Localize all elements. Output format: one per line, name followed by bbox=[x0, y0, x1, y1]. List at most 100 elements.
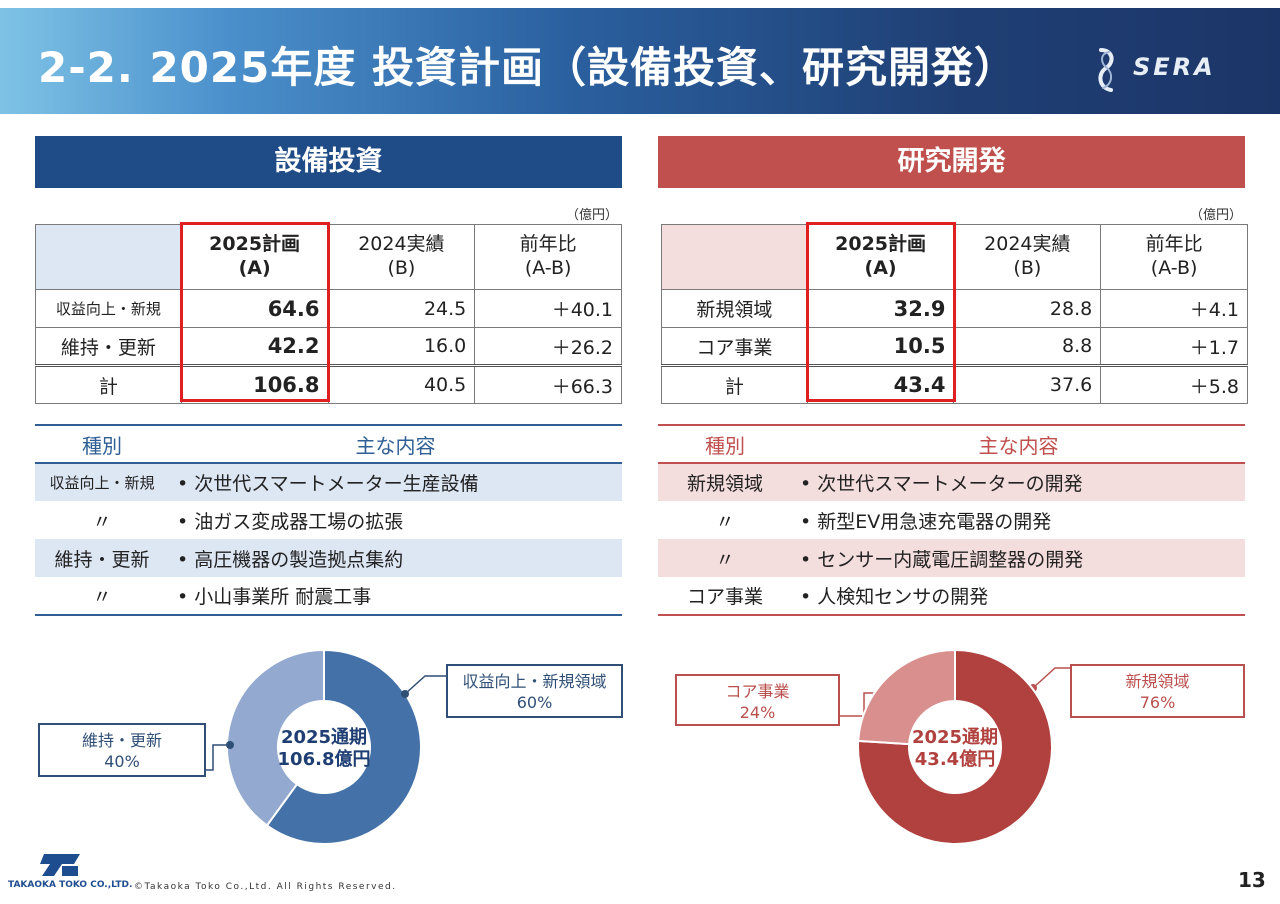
item-content: • センサー内蔵電圧調整器の開発 bbox=[792, 539, 1245, 577]
donut-center-line2: 106.8億円 bbox=[277, 748, 371, 770]
rnd-donut-chart bbox=[857, 648, 1053, 845]
callout-label: コア事業 bbox=[725, 682, 790, 701]
rnd-donut-center: 2025通期 43.4億円 bbox=[895, 727, 1015, 770]
callout-pct: 40% bbox=[104, 751, 140, 771]
item-type: 維持・更新 bbox=[35, 539, 169, 577]
table-row: 維持・更新 42.2 16.0 ＋26.2 bbox=[35, 327, 622, 366]
item-type: 収益向上・新規 bbox=[35, 463, 169, 501]
row-label: 計 bbox=[661, 364, 808, 404]
header-diff-label: 前年比 bbox=[1145, 233, 1203, 256]
item-type: 新規領域 bbox=[658, 463, 792, 501]
capex-unit: （億円） bbox=[566, 208, 619, 223]
leader-dot bbox=[401, 690, 409, 698]
page-number: 13 bbox=[1238, 868, 1266, 892]
rnd-section-title: 研究開発 bbox=[658, 136, 1245, 188]
item-text: 次世代スマートメーターの開発 bbox=[817, 473, 1083, 495]
logo-text: SERA bbox=[1133, 53, 1216, 81]
item-content: • 新型EV用急速充電器の開発 bbox=[800, 510, 1052, 533]
table-total-row: 計 106.8 40.5 ＋66.3 bbox=[35, 364, 622, 404]
row-label: 新規領域 bbox=[661, 289, 808, 328]
plan-highlight-box bbox=[806, 222, 956, 402]
item-text: 新型EV用急速充電器の開発 bbox=[817, 510, 1052, 533]
item-type: 〃 bbox=[92, 586, 112, 608]
item-content: • 小山事業所 耐震工事 bbox=[177, 586, 372, 608]
content-header-row: 種別 主な内容 bbox=[658, 425, 1245, 464]
callout-pct: 24% bbox=[739, 702, 776, 722]
diff-value: ＋66.3 bbox=[474, 364, 622, 404]
actual-value: 40.5 bbox=[327, 364, 476, 404]
item-type: 〃 bbox=[715, 510, 735, 533]
leader-dot bbox=[226, 741, 234, 749]
item-content: • 人検知センサの開発 bbox=[800, 586, 989, 608]
header-cell-empty bbox=[35, 224, 182, 290]
copyright: ©Takaoka Toko Co.,Ltd. All Rights Reserv… bbox=[134, 882, 397, 892]
content-header: 主な内容 bbox=[792, 425, 1245, 464]
callout-pct: 76% bbox=[1139, 692, 1176, 712]
header-cell-empty bbox=[661, 224, 808, 290]
capex-donut-center: 2025通期 106.8億円 bbox=[264, 727, 384, 770]
leader-line bbox=[404, 675, 446, 695]
callout-label: 新規領域 bbox=[1125, 672, 1190, 691]
rnd-content-table: 種別 主な内容 新規領域 • 次世代スマートメーターの開発 〃 • 新型EV用急… bbox=[658, 424, 1245, 616]
donut-center-line2: 43.4億円 bbox=[914, 748, 996, 770]
actual-value: 16.0 bbox=[327, 327, 476, 366]
diff-value: ＋26.2 bbox=[474, 327, 622, 366]
item-type: コア事業 bbox=[686, 586, 763, 608]
list-item: コア事業 • 人検知センサの開発 bbox=[658, 577, 1245, 615]
list-item: 〃 • 油ガス変成器工場の拡張 bbox=[35, 501, 622, 539]
capex-table: 2025計画 (A) 2024実績 (B) 前年比 (A-B) 収益向上・新規 64.… bbox=[35, 224, 622, 404]
list-item: 維持・更新 • 高圧機器の製造拠点集約 bbox=[35, 539, 622, 577]
content-header: 主な内容 bbox=[169, 425, 622, 464]
callout-label: 維持・更新 bbox=[81, 731, 162, 750]
diff-value: ＋5.8 bbox=[1100, 364, 1248, 404]
header-actual-sub: (B) bbox=[1013, 257, 1042, 279]
table-header-row: 2025計画 (A) 2024実績 (B) 前年比 (A-B) bbox=[661, 224, 1248, 290]
capex-section-title: 設備投資 bbox=[35, 136, 622, 188]
donut-slice-2 bbox=[857, 648, 956, 746]
header-plan-label: 2025計画 bbox=[209, 233, 301, 256]
row-label: 収益向上・新規 bbox=[35, 289, 182, 328]
header-banner: 2-2. 2025年度 投資計画（設備投資、研究開発） SERA bbox=[0, 8, 1280, 114]
donut-slice-1 bbox=[265, 648, 422, 845]
header-actual-sub: (B) bbox=[387, 257, 416, 279]
item-text: 高圧機器の製造拠点集約 bbox=[194, 548, 404, 571]
plan-value: 43.4 bbox=[806, 364, 955, 404]
sera-logo-icon bbox=[1098, 48, 1114, 92]
content-header-row: 種別 主な内容 bbox=[35, 425, 622, 464]
diff-value: ＋40.1 bbox=[474, 289, 622, 328]
item-content: • 油ガス変成器工場の拡張 bbox=[177, 510, 404, 533]
actual-value: 28.8 bbox=[953, 289, 1102, 328]
actual-value: 24.5 bbox=[327, 289, 476, 328]
table-row: コア事業 10.5 8.8 ＋1.7 bbox=[661, 327, 1248, 366]
list-item: 〃 • 新型EV用急速充電器の開発 bbox=[658, 501, 1245, 539]
header-cell-plan: 2025計画 (A) bbox=[806, 224, 955, 290]
callout-label: 収益向上・新規領域 bbox=[462, 672, 607, 691]
capex-content-table: 種別 主な内容 収益向上・新規 • 次世代スマートメーター生産設備 〃 • 油ガ… bbox=[35, 424, 622, 616]
header-cell-diff: 前年比 (A-B) bbox=[474, 224, 622, 290]
list-item: 〃 • センサー内蔵電圧調整器の開発 bbox=[658, 539, 1245, 577]
list-item: 収益向上・新規 • 次世代スマートメーター生産設備 bbox=[35, 463, 622, 501]
item-type: 〃 bbox=[658, 539, 792, 577]
page-title: 2-2. 2025年度 投資計画（設備投資、研究開発） bbox=[38, 43, 1017, 92]
donut-center-line1: 2025通期 bbox=[911, 727, 999, 748]
item-text: 油ガス変成器工場の拡張 bbox=[194, 510, 404, 533]
table-header-row: 2025計画 (A) 2024実績 (B) 前年比 (A-B) bbox=[35, 224, 622, 290]
table-row: 新規領域 32.9 28.8 ＋4.1 bbox=[661, 289, 1248, 328]
rnd-unit: （億円） bbox=[1190, 208, 1243, 223]
header-plan-label: 2025計画 bbox=[835, 233, 927, 256]
type-header: 種別 bbox=[658, 425, 792, 464]
rnd-table: 2025計画 (A) 2024実績 (B) 前年比 (A-B) 新規領域 32.9 2… bbox=[661, 224, 1248, 404]
list-item: 〃 • 小山事業所 耐震工事 bbox=[35, 577, 622, 615]
table-row: 収益向上・新規 64.6 24.5 ＋40.1 bbox=[35, 289, 622, 328]
item-text: 小山事業所 耐震工事 bbox=[194, 586, 372, 608]
table-total-row: 計 43.4 37.6 ＋5.8 bbox=[661, 364, 1248, 404]
leader-line bbox=[206, 744, 230, 771]
item-text: センサー内蔵電圧調整器の開発 bbox=[817, 548, 1084, 571]
row-label: 計 bbox=[35, 364, 182, 404]
header-cell-actual: 2024実績 (B) bbox=[327, 224, 476, 290]
header-diff-label: 前年比 bbox=[519, 233, 577, 256]
donut-center-line1: 2025通期 bbox=[280, 727, 368, 748]
donut-slice-1 bbox=[857, 648, 1053, 845]
leader-line bbox=[1032, 667, 1070, 689]
header-diff-sub: (A-B) bbox=[524, 257, 572, 279]
